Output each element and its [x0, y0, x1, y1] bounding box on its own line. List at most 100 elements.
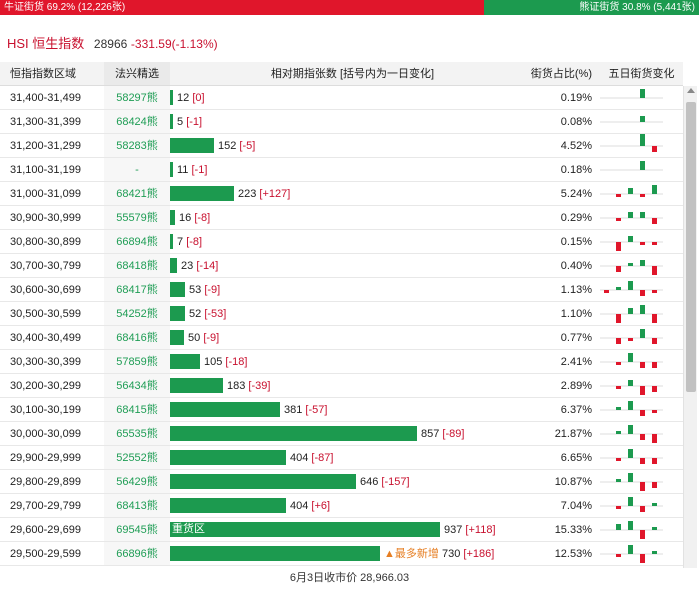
trend-bar — [616, 287, 621, 290]
contracts-label: 53 [-9] — [189, 278, 220, 302]
contracts-label: 105 [-18] — [204, 350, 247, 374]
index-range: 29,900-29,999 — [10, 452, 81, 464]
contracts-change: [-157] — [381, 476, 410, 488]
scroll-up-arrow-icon[interactable] — [687, 88, 695, 93]
share-pct: 0.40% — [560, 260, 592, 272]
contracts-cell: 11 [-1] — [170, 158, 535, 182]
trend-bar — [640, 386, 645, 395]
trend-bar — [628, 236, 633, 242]
trend-bar — [652, 146, 657, 152]
contracts-change: [-14] — [196, 260, 219, 272]
contracts-value: 11 — [177, 164, 189, 176]
five-day-trend — [600, 110, 683, 134]
trend-sparkline — [600, 305, 663, 323]
table-header-row: 恒指指数区域 法兴精选 相对期指张数 [括号内为一日变化] 街货占比(%) 五日… — [0, 62, 683, 86]
five-day-trend — [600, 206, 683, 230]
warrant-code-link[interactable]: 56434熊 — [104, 374, 170, 397]
trend-bar — [616, 458, 621, 461]
contracts-label: 646 [-157] — [360, 470, 410, 494]
table-row[interactable]: 30,300-30,399 57859熊 105 [-18] 2.41% — [0, 350, 683, 374]
trend-sparkline — [600, 161, 663, 171]
trend-bar — [616, 407, 621, 410]
share-pct: 1.10% — [560, 308, 592, 320]
warrant-code-link[interactable]: 68413熊 — [104, 494, 170, 517]
warrant-code-link[interactable]: 68415熊 — [104, 398, 170, 421]
contracts-value: 223 — [238, 188, 257, 200]
contracts-change: [+186] — [463, 548, 495, 560]
index-range: 29,500-29,599 — [10, 548, 81, 560]
warrant-code-link[interactable]: 65535熊 — [104, 422, 170, 445]
contracts-change: [-87] — [311, 452, 334, 464]
table-row[interactable]: 29,900-29,999 52552熊 404 [-87] 6.65% — [0, 446, 683, 470]
table-row[interactable]: 29,600-29,699 69545熊 重货区 937 [+118] 15.33% — [0, 518, 683, 542]
warrant-code-link[interactable]: 58283熊 — [104, 134, 170, 157]
index-change: -331.59(-1.13%) — [130, 37, 218, 51]
table-row[interactable]: 30,700-30,799 68418熊 23 [-14] 0.40% — [0, 254, 683, 278]
table-row[interactable]: 29,500-29,599 66896熊 ▲最多新增 730 [+186] 12.53% — [0, 542, 683, 566]
warrant-code-link[interactable]: 66894熊 — [104, 230, 170, 253]
table-row[interactable]: 31,200-31,299 58283熊 152 [-5] 4.52% — [0, 134, 683, 158]
scrollbar-thumb[interactable] — [686, 102, 696, 392]
warrant-code-link[interactable]: 52552熊 — [104, 446, 170, 469]
table-row[interactable]: 29,700-29,799 68413熊 404 [+6] 7.04% — [0, 494, 683, 518]
contracts-cell: 7 [-8] — [170, 230, 535, 254]
trend-sparkline — [600, 185, 663, 197]
index-range: 30,200-30,299 — [10, 380, 81, 392]
trend-bar — [640, 116, 645, 122]
contracts-value: 53 — [189, 284, 202, 296]
warrant-code-link[interactable]: 69545熊 — [104, 518, 170, 541]
table-row[interactable]: 30,500-30,599 54252熊 52 [-53] 1.10% — [0, 302, 683, 326]
warrant-code-link[interactable]: 68418熊 — [104, 254, 170, 277]
table-row[interactable]: 31,300-31,399 68424熊 5 [-1] 0.08% — [0, 110, 683, 134]
warrant-code-link[interactable]: 68421熊 — [104, 182, 170, 205]
table-row[interactable]: 30,400-30,499 68416熊 50 [-9] 0.77% — [0, 326, 683, 350]
trend-bar — [628, 353, 633, 362]
five-day-trend — [600, 158, 683, 182]
warrant-code-link[interactable]: 55579熊 — [104, 206, 170, 229]
trend-bar — [628, 449, 633, 458]
vertical-scrollbar[interactable] — [683, 86, 697, 568]
contracts-value: 12 — [177, 92, 190, 104]
share-pct: 2.89% — [560, 380, 592, 392]
five-day-trend — [600, 134, 683, 158]
warrant-code-link[interactable]: 58297熊 — [104, 86, 170, 109]
share-pct: 0.18% — [560, 164, 592, 176]
trend-bar — [640, 134, 645, 146]
trend-bar — [652, 314, 657, 323]
warrant-code-link[interactable]: - — [104, 158, 170, 181]
contracts-value: 23 — [181, 260, 194, 272]
table-row[interactable]: 30,100-30,199 68415熊 381 [-57] 6.37% — [0, 398, 683, 422]
table-row[interactable]: 31,100-31,199 -11 [-1] 0.18% — [0, 158, 683, 182]
trend-sparkline — [600, 545, 663, 563]
contracts-cell: ▲最多新增 730 [+186] — [170, 542, 535, 566]
contracts-label: 404 [-87] — [290, 446, 333, 470]
contracts-label: 23 [-14] — [181, 254, 218, 278]
warrant-code-link[interactable]: 54252熊 — [104, 302, 170, 325]
trend-bar — [628, 263, 633, 266]
table-row[interactable]: 30,000-30,099 65535熊 857 [-89] 21.87% — [0, 422, 683, 446]
warrant-code-link[interactable]: 68416熊 — [104, 326, 170, 349]
table-row[interactable]: 30,200-30,299 56434熊 183 [-39] 2.89% — [0, 374, 683, 398]
table-row[interactable]: 30,800-30,899 66894熊 7 [-8] 0.15% — [0, 230, 683, 254]
warrant-code-link[interactable]: 68417熊 — [104, 278, 170, 301]
table-row[interactable]: 29,800-29,899 56429熊 646 [-157] 10.87% — [0, 470, 683, 494]
trend-bar — [616, 266, 621, 272]
bear-distribution-table: 恒指指数区域 法兴精选 相对期指张数 [括号内为一日变化] 街货占比(%) 五日… — [0, 62, 683, 568]
trend-bar — [616, 479, 621, 482]
contracts-bar — [170, 114, 173, 129]
warrant-code-link[interactable]: 56429熊 — [104, 470, 170, 493]
contracts-value: 404 — [290, 452, 309, 464]
warrant-code-link[interactable]: 57859熊 — [104, 350, 170, 373]
table-row[interactable]: 31,000-31,099 68421熊 223 [+127] 5.24% — [0, 182, 683, 206]
index-range: 30,500-30,599 — [10, 308, 81, 320]
table-row[interactable]: 31,400-31,499 58297熊 12 [0] 0.19% — [0, 86, 683, 110]
trend-sparkline — [600, 473, 663, 491]
trend-bar — [616, 362, 621, 365]
five-day-trend — [600, 470, 683, 494]
warrant-code-link[interactable]: 68424熊 — [104, 110, 170, 133]
index-range: 29,600-29,699 — [10, 524, 81, 536]
warrant-code-link[interactable]: 66896熊 — [104, 542, 170, 565]
trend-bar — [652, 527, 657, 530]
table-row[interactable]: 30,600-30,699 68417熊 53 [-9] 1.13% — [0, 278, 683, 302]
table-row[interactable]: 30,900-30,999 55579熊 16 [-8] 0.29% — [0, 206, 683, 230]
